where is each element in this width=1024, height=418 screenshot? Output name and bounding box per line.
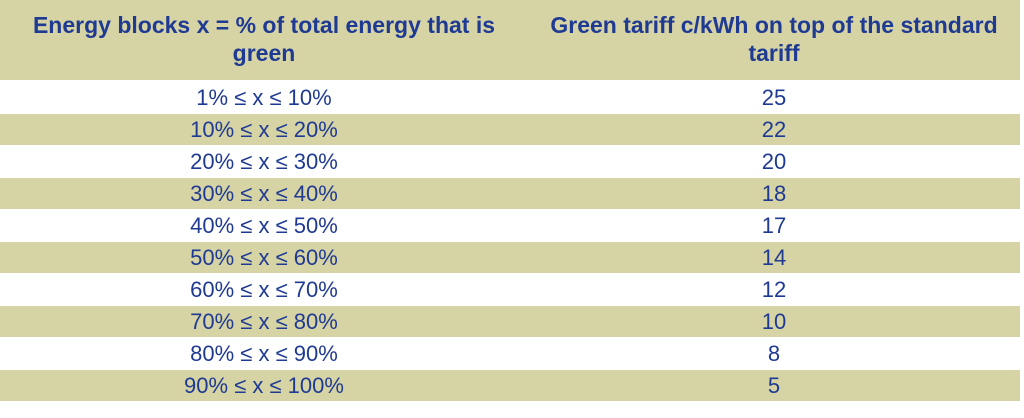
table-body: 1% ≤ x ≤ 10% 25 10% ≤ x ≤ 20% 22 20% ≤ x… [0,80,1020,402]
header-green-tariff: Green tariff c/kWh on top of the standar… [528,0,1020,82]
tariff-cell: 17 [528,209,1020,242]
energy-block-cell: 10% ≤ x ≤ 20% [0,113,528,146]
energy-block-cell: 80% ≤ x ≤ 90% [0,337,528,370]
green-tariff-table: Energy blocks x = % of total energy that… [0,0,1020,402]
table-header: Energy blocks x = % of total energy that… [0,0,1020,82]
table-row: 30% ≤ x ≤ 40% 18 [0,177,1020,210]
tariff-cell: 25 [528,80,1020,114]
tariff-cell: 22 [528,113,1020,146]
tariff-cell: 14 [528,241,1020,274]
table-row: 10% ≤ x ≤ 20% 22 [0,113,1020,146]
energy-block-cell: 50% ≤ x ≤ 60% [0,241,528,274]
tariff-cell: 8 [528,337,1020,370]
tariff-cell: 12 [528,273,1020,306]
table-row: 1% ≤ x ≤ 10% 25 [0,80,1020,114]
tariff-cell: 5 [528,369,1020,402]
energy-block-cell: 20% ≤ x ≤ 30% [0,145,528,178]
energy-block-cell: 40% ≤ x ≤ 50% [0,209,528,242]
tariff-cell: 18 [528,177,1020,210]
energy-block-cell: 1% ≤ x ≤ 10% [0,80,528,114]
table-row: 60% ≤ x ≤ 70% 12 [0,273,1020,306]
energy-block-cell: 70% ≤ x ≤ 80% [0,305,528,338]
tariff-cell: 20 [528,145,1020,178]
header-row: Energy blocks x = % of total energy that… [0,0,1020,82]
table-row: 80% ≤ x ≤ 90% 8 [0,337,1020,370]
table-row: 90% ≤ x ≤ 100% 5 [0,369,1020,402]
table-row: 70% ≤ x ≤ 80% 10 [0,305,1020,338]
energy-block-cell: 30% ≤ x ≤ 40% [0,177,528,210]
table-row: 20% ≤ x ≤ 30% 20 [0,145,1020,178]
table-row: 50% ≤ x ≤ 60% 14 [0,241,1020,274]
tariff-cell: 10 [528,305,1020,338]
energy-block-cell: 60% ≤ x ≤ 70% [0,273,528,306]
table-row: 40% ≤ x ≤ 50% 17 [0,209,1020,242]
header-energy-blocks: Energy blocks x = % of total energy that… [0,0,528,82]
energy-block-cell: 90% ≤ x ≤ 100% [0,369,528,402]
